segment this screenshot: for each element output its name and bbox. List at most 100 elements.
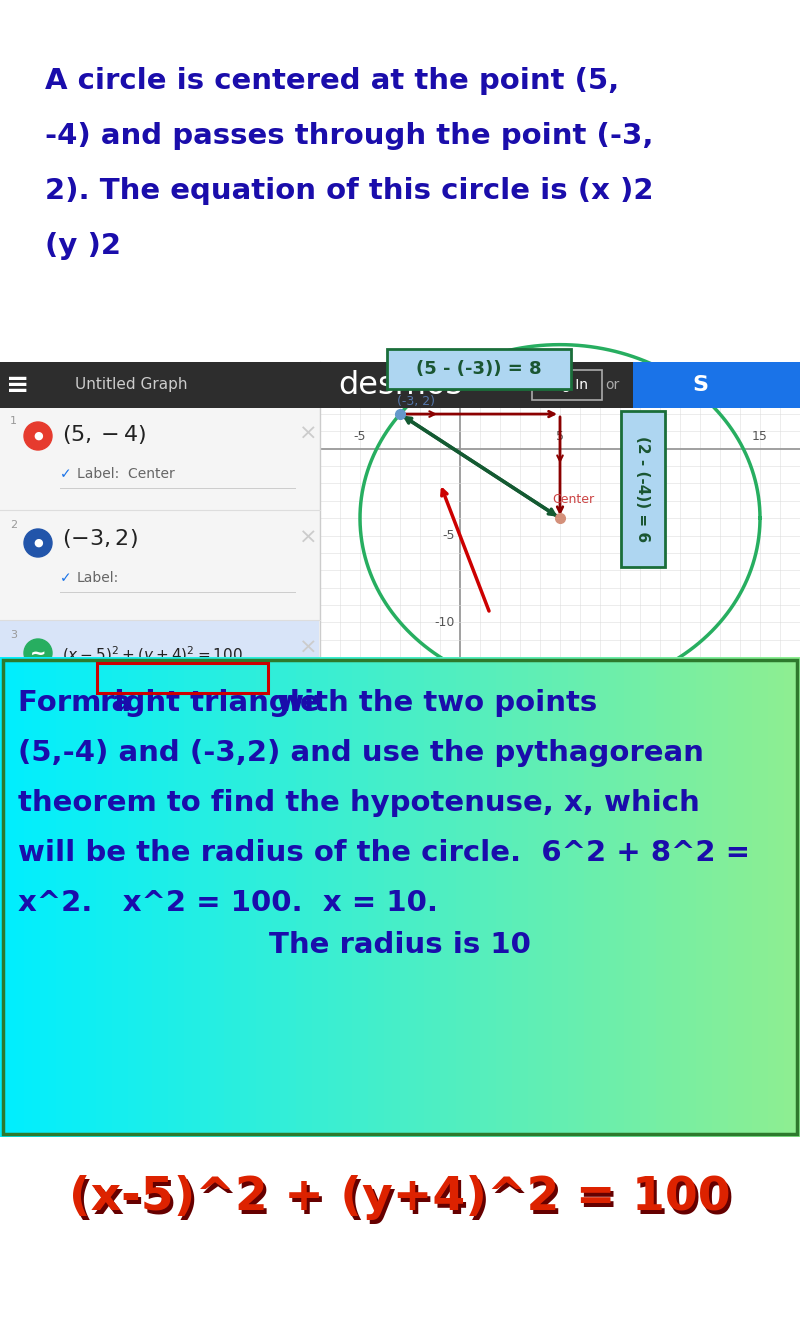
Text: Form a: Form a — [18, 689, 142, 717]
FancyBboxPatch shape — [168, 657, 177, 1137]
FancyBboxPatch shape — [464, 657, 473, 1137]
FancyBboxPatch shape — [408, 657, 417, 1137]
FancyBboxPatch shape — [104, 657, 113, 1137]
Text: 5: 5 — [556, 430, 564, 443]
FancyBboxPatch shape — [616, 657, 625, 1137]
FancyBboxPatch shape — [552, 657, 561, 1137]
FancyBboxPatch shape — [520, 657, 529, 1137]
Text: (5,-4) and (-3,2) and use the pythagorean: (5,-4) and (-3,2) and use the pythagorea… — [18, 739, 704, 767]
Text: (2 - (-4)) = 6: (2 - (-4)) = 6 — [635, 436, 650, 542]
Circle shape — [24, 422, 52, 449]
Text: 10: 10 — [652, 430, 668, 443]
Text: ●: ● — [33, 538, 43, 549]
Circle shape — [24, 529, 52, 557]
FancyBboxPatch shape — [200, 657, 209, 1137]
FancyBboxPatch shape — [176, 657, 185, 1137]
FancyBboxPatch shape — [224, 657, 233, 1137]
FancyBboxPatch shape — [400, 657, 409, 1137]
Text: The radius is 10: The radius is 10 — [269, 931, 531, 958]
FancyBboxPatch shape — [432, 657, 441, 1137]
Text: ×: × — [296, 728, 314, 748]
Text: (x-5)^2 + (y+4)^2 = 100: (x-5)^2 + (y+4)^2 = 100 — [72, 1178, 734, 1223]
FancyBboxPatch shape — [336, 657, 345, 1137]
Text: $(-3,2)$: $(-3,2)$ — [62, 526, 138, 550]
FancyBboxPatch shape — [448, 657, 457, 1137]
FancyBboxPatch shape — [712, 657, 721, 1137]
FancyBboxPatch shape — [744, 657, 753, 1137]
FancyBboxPatch shape — [648, 657, 657, 1137]
FancyBboxPatch shape — [632, 657, 641, 1137]
Text: 15: 15 — [752, 430, 768, 443]
FancyBboxPatch shape — [264, 657, 273, 1137]
FancyBboxPatch shape — [88, 657, 97, 1137]
Text: (-3, 2): (-3, 2) — [397, 395, 435, 408]
FancyBboxPatch shape — [472, 657, 481, 1137]
FancyBboxPatch shape — [296, 657, 305, 1137]
FancyBboxPatch shape — [0, 362, 320, 657]
FancyBboxPatch shape — [136, 657, 145, 1137]
FancyBboxPatch shape — [640, 657, 649, 1137]
FancyBboxPatch shape — [624, 657, 633, 1137]
FancyBboxPatch shape — [568, 657, 577, 1137]
FancyBboxPatch shape — [160, 657, 169, 1137]
Text: with the two points: with the two points — [267, 689, 598, 717]
FancyBboxPatch shape — [440, 657, 449, 1137]
FancyBboxPatch shape — [560, 657, 569, 1137]
FancyBboxPatch shape — [112, 657, 121, 1137]
FancyBboxPatch shape — [728, 657, 737, 1137]
Text: A circle is centered at the point (5,: A circle is centered at the point (5, — [45, 67, 619, 95]
FancyBboxPatch shape — [80, 657, 89, 1137]
Text: -10: -10 — [434, 616, 455, 629]
Text: Log In: Log In — [546, 378, 588, 393]
FancyBboxPatch shape — [216, 657, 225, 1137]
FancyBboxPatch shape — [312, 657, 321, 1137]
FancyBboxPatch shape — [544, 657, 553, 1137]
FancyBboxPatch shape — [488, 657, 497, 1137]
FancyBboxPatch shape — [64, 657, 73, 1137]
Text: -5: -5 — [442, 529, 455, 542]
FancyBboxPatch shape — [120, 657, 129, 1137]
Text: 2). The equation of this circle is (x )2: 2). The equation of this circle is (x )2 — [45, 177, 654, 205]
FancyBboxPatch shape — [152, 657, 161, 1137]
FancyBboxPatch shape — [272, 657, 281, 1137]
FancyBboxPatch shape — [8, 657, 17, 1137]
FancyBboxPatch shape — [72, 657, 81, 1137]
Text: $(5,-4)$: $(5,-4)$ — [62, 423, 146, 446]
FancyBboxPatch shape — [304, 657, 313, 1137]
FancyBboxPatch shape — [128, 657, 137, 1137]
FancyBboxPatch shape — [384, 657, 393, 1137]
Text: 2: 2 — [10, 520, 17, 530]
Text: Center: Center — [552, 493, 594, 506]
FancyBboxPatch shape — [360, 657, 369, 1137]
Text: ✓: ✓ — [60, 571, 72, 586]
FancyBboxPatch shape — [784, 657, 793, 1137]
Text: (y )2: (y )2 — [45, 231, 121, 260]
Text: ×: × — [298, 639, 318, 658]
FancyBboxPatch shape — [512, 657, 521, 1137]
FancyBboxPatch shape — [352, 657, 361, 1137]
FancyBboxPatch shape — [633, 362, 800, 408]
FancyBboxPatch shape — [424, 657, 433, 1137]
Text: (5 - (-3)) = 8: (5 - (-3)) = 8 — [416, 360, 542, 378]
Text: «: « — [206, 375, 220, 397]
FancyBboxPatch shape — [496, 657, 505, 1137]
Text: (x-5)^2 + (y+4)^2 = 100: (x-5)^2 + (y+4)^2 = 100 — [69, 1174, 731, 1219]
Text: +: + — [8, 371, 32, 401]
FancyBboxPatch shape — [592, 657, 601, 1137]
Text: x^2.   x^2 = 100.  x = 10.: x^2. x^2 = 100. x = 10. — [18, 888, 438, 917]
FancyBboxPatch shape — [344, 657, 353, 1137]
FancyBboxPatch shape — [672, 657, 681, 1137]
Text: Untitled Graph: Untitled Graph — [75, 378, 187, 393]
FancyBboxPatch shape — [768, 657, 777, 1137]
FancyBboxPatch shape — [387, 349, 571, 389]
FancyBboxPatch shape — [208, 657, 217, 1137]
Text: ~: ~ — [30, 644, 46, 662]
FancyBboxPatch shape — [576, 657, 585, 1137]
FancyBboxPatch shape — [456, 657, 465, 1137]
FancyBboxPatch shape — [416, 657, 425, 1137]
FancyBboxPatch shape — [664, 657, 673, 1137]
FancyBboxPatch shape — [392, 657, 401, 1137]
Text: ✓: ✓ — [60, 467, 72, 481]
FancyBboxPatch shape — [600, 657, 609, 1137]
FancyBboxPatch shape — [328, 657, 337, 1137]
